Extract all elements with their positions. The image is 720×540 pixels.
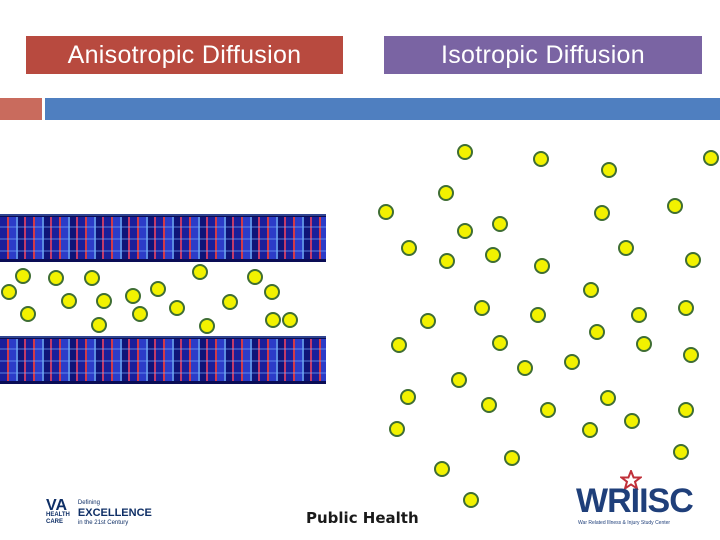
molecule [673,444,689,460]
accent-bar-red [0,98,42,120]
molecule [530,307,546,323]
molecule [150,281,166,297]
wriisc-logo: WRIISC War Related Illness & Injury Stud… [576,470,694,532]
molecule [678,300,694,316]
molecule [389,421,405,437]
molecule [481,397,497,413]
molecule [564,354,580,370]
molecule [683,347,699,363]
molecule [439,253,455,269]
molecule [282,312,298,328]
molecule [636,336,652,352]
molecule [222,294,238,310]
footer-public-health: Public Health [306,509,419,527]
molecule [125,288,141,304]
molecule [391,337,407,353]
accent-bar-blue [45,98,720,120]
molecule [401,240,417,256]
molecule [685,252,701,268]
molecule [517,360,533,376]
molecule [594,205,610,221]
isotropic-diffusion-title: Isotropic Diffusion [384,36,702,74]
molecule [624,413,640,429]
molecule [378,204,394,220]
molecule [533,151,549,167]
molecule [504,450,520,466]
molecule [589,324,605,340]
molecule [91,317,107,333]
molecule [247,269,263,285]
molecule [84,270,100,286]
molecule [601,162,617,178]
molecule [457,144,473,160]
molecule [492,335,508,351]
molecule [631,307,647,323]
molecule [169,300,185,316]
molecule [434,461,450,477]
va-health-care-logo: VA HEALTH CARE Defining EXCELLENCE in the 21… [46,497,152,527]
molecule [1,284,17,300]
tissue-barrier-bottom [0,336,326,384]
anisotropic-diffusion-title: Anisotropic Diffusion [26,36,343,74]
molecule [192,264,208,280]
molecule [438,185,454,201]
molecule [400,389,416,405]
molecule [132,306,148,322]
molecule [264,284,280,300]
molecule [474,300,490,316]
molecule [618,240,634,256]
molecule [199,318,215,334]
star-icon [620,470,642,490]
molecule [540,402,556,418]
molecule [61,293,77,309]
molecule [582,422,598,438]
molecule [678,402,694,418]
molecule [457,223,473,239]
molecule [420,313,436,329]
molecule [15,268,31,284]
molecule [463,492,479,508]
molecule [451,372,467,388]
molecule [600,390,616,406]
molecule [485,247,501,263]
molecule [265,312,281,328]
molecule [703,150,719,166]
molecule [583,282,599,298]
molecule [667,198,683,214]
molecule [96,293,112,309]
molecule [48,270,64,286]
molecule [534,258,550,274]
molecule [492,216,508,232]
molecule [20,306,36,322]
tissue-barrier-top [0,214,326,262]
